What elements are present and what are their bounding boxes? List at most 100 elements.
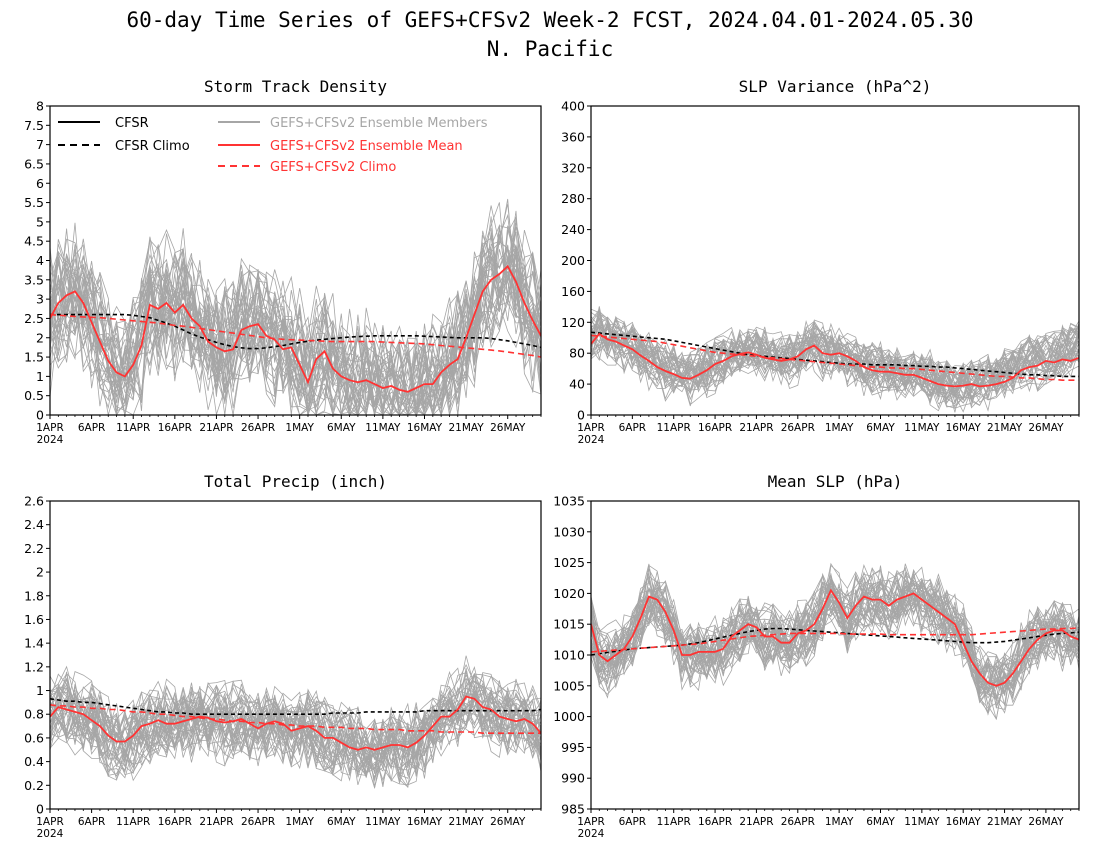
ensemble-member-line xyxy=(591,318,1079,398)
y-tick-label: 0.5 xyxy=(24,388,44,403)
series-line-cfsr-climo xyxy=(591,627,1079,656)
x-tick-label: 26MAY xyxy=(490,422,526,434)
y-tick-label: 240 xyxy=(561,222,585,237)
x-tick-label: 1MAY xyxy=(285,422,314,434)
x-tick-label: 21APR xyxy=(739,816,773,828)
x-tick-label: 21MAY xyxy=(449,816,485,828)
x-tick-label: 26APR xyxy=(241,816,275,828)
x-tick-label: 6MAY xyxy=(866,422,895,434)
y-tick-label: 120 xyxy=(561,315,585,330)
x-tick-label: 6MAY xyxy=(866,816,895,828)
ensemble-member-line xyxy=(50,198,541,412)
series-line-gefs-cfsv2-climo xyxy=(50,313,541,358)
x-tick-label: 1APR xyxy=(36,422,64,434)
x-tick-label: 21APR xyxy=(199,422,233,434)
x-tick-label: 6APR xyxy=(619,422,647,434)
panel-title: SLP Variance (hPa^2) xyxy=(739,77,932,96)
y-tick-label: 0.8 xyxy=(24,707,44,722)
series-line-gefs-cfsv2-ensemble-mean xyxy=(50,695,541,751)
ensemble-member-line xyxy=(50,673,541,776)
y-tick-label: 40 xyxy=(569,377,585,392)
y-tick-label: 3 xyxy=(36,292,44,307)
ensemble-member-line xyxy=(50,241,541,415)
y-tick-label: 0 xyxy=(577,408,585,423)
ensemble-member-line xyxy=(591,320,1079,396)
x-tick-label: 6APR xyxy=(619,816,647,828)
x-tick-label: 6MAY xyxy=(327,422,356,434)
y-tick-label: 3.5 xyxy=(24,272,44,287)
x-tick-label: 11APR xyxy=(116,816,150,828)
ensemble-member-line xyxy=(50,682,541,780)
series-line-gefs-cfsv2-climo xyxy=(50,704,541,734)
x-tick-label: 6APR xyxy=(78,816,106,828)
y-tick-label: 7 xyxy=(36,137,44,152)
y-tick-label: 985 xyxy=(561,802,585,817)
x-tick-label: 1MAY xyxy=(825,422,854,434)
y-tick-label: 1.4 xyxy=(24,636,44,651)
ensemble-member-line xyxy=(591,579,1079,689)
ensemble-member-line xyxy=(591,323,1079,398)
x-tick-label: 16APR xyxy=(698,422,732,434)
ensemble-member-line xyxy=(591,568,1079,691)
x-tick-label: 6MAY xyxy=(327,816,356,828)
y-tick-label: 995 xyxy=(561,740,585,755)
x-year-label: 2024 xyxy=(578,434,605,446)
ensemble-member-line xyxy=(50,266,541,415)
y-tick-label: 1 xyxy=(36,683,44,698)
y-tick-label: 6 xyxy=(36,176,44,191)
y-tick-label: 320 xyxy=(561,160,585,175)
y-tick-label: 280 xyxy=(561,191,585,206)
y-tick-label: 990 xyxy=(561,771,585,786)
series-line-cfsr-climo xyxy=(50,698,541,715)
x-tick-label: 11MAY xyxy=(904,816,940,828)
y-tick-label: 1 xyxy=(36,369,44,384)
x-tick-label: 1APR xyxy=(36,816,64,828)
y-tick-label: 1.6 xyxy=(24,612,44,627)
x-tick-label: 11APR xyxy=(657,816,691,828)
figure-title: 60-day Time Series of GEFS+CFSv2 Week-2 … xyxy=(126,8,973,32)
series-line-gefs-cfsv2-climo xyxy=(591,334,1079,381)
x-tick-label: 16APR xyxy=(698,816,732,828)
y-tick-label: 160 xyxy=(561,284,585,299)
x-tick-label: 1MAY xyxy=(825,816,854,828)
ensemble-member-line xyxy=(50,690,541,774)
y-tick-label: 2.5 xyxy=(24,311,44,326)
x-tick-label: 26APR xyxy=(781,422,815,434)
ensemble-member-line xyxy=(50,700,541,787)
y-tick-label: 1035 xyxy=(553,494,585,509)
x-tick-label: 11APR xyxy=(116,422,150,434)
y-tick-label: 0.6 xyxy=(24,730,44,745)
y-tick-label: 360 xyxy=(561,129,585,144)
y-tick-label: 1.5 xyxy=(24,350,44,365)
y-tick-label: 1.8 xyxy=(24,588,44,603)
panel-slp-variance: SLP Variance (hPa^2) 0 40 80 120 160 200 240 280… xyxy=(561,77,1080,446)
y-tick-label: 1020 xyxy=(553,586,585,601)
y-tick-label: 5 xyxy=(36,214,44,229)
x-year-label: 2024 xyxy=(37,434,64,446)
panel-title: Mean SLP (hPa) xyxy=(768,472,903,491)
y-tick-label: 4.5 xyxy=(24,234,44,249)
y-tick-label: 0.4 xyxy=(24,754,44,769)
ensemble-member-line xyxy=(50,244,541,415)
series-line-gefs-cfsv2-ensemble-mean xyxy=(591,588,1079,687)
x-tick-label: 16MAY xyxy=(946,422,982,434)
ensemble-member-line xyxy=(591,578,1079,702)
panel-storm-track-density: Storm Track Density 0 0.5 1 1.5 2 2.5 3 3.5 4 4.5 5… xyxy=(24,77,542,446)
ensemble-member-line xyxy=(591,322,1079,394)
x-tick-label: 6APR xyxy=(78,422,106,434)
x-tick-label: 26MAY xyxy=(490,816,526,828)
ensemble-member-line xyxy=(591,578,1079,694)
y-tick-label: 6.5 xyxy=(24,156,44,171)
ensemble-member-line xyxy=(50,229,541,415)
x-tick-label: 11MAY xyxy=(365,816,401,828)
panel-title: Storm Track Density xyxy=(204,77,387,96)
y-tick-label: 0 xyxy=(36,802,44,817)
x-tick-label: 16MAY xyxy=(946,816,982,828)
ensemble-member-line xyxy=(50,249,541,415)
y-tick-label: 0 xyxy=(36,408,44,423)
x-year-label: 2024 xyxy=(37,828,64,840)
ensemble-member-line xyxy=(591,320,1079,393)
x-tick-label: 21APR xyxy=(739,422,773,434)
y-tick-label: 1030 xyxy=(553,524,585,539)
